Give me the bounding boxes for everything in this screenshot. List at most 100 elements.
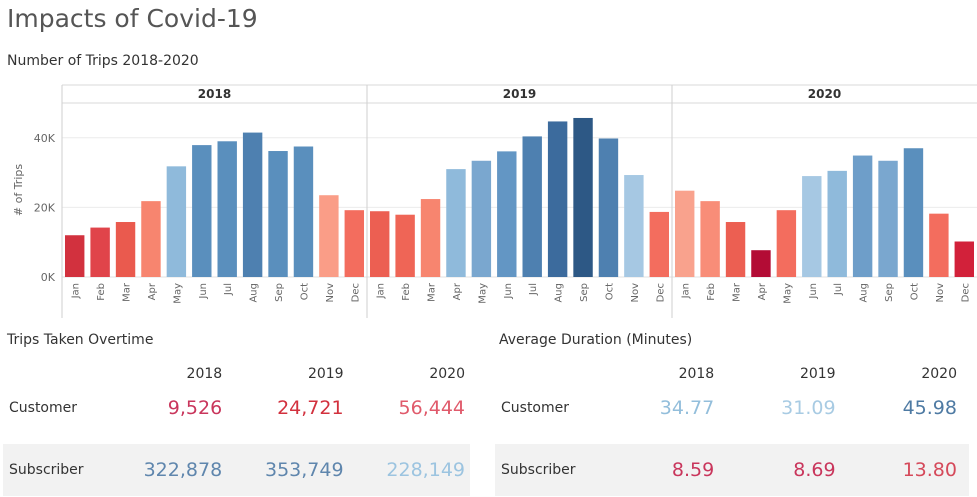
x-tick-label: Mar [732, 282, 743, 302]
bar [344, 210, 364, 277]
trips-table-panel: Trips Taken Overtime 2018 2019 2020 Cust… [0, 326, 472, 497]
x-tick-label: Dec [655, 283, 666, 302]
duration-col-2019: 2019 [799, 366, 836, 382]
bar [776, 210, 797, 277]
row-label: Customer [9, 400, 78, 416]
x-tick-label: Mar [122, 282, 133, 302]
x-tick-label: Sep [579, 283, 590, 302]
panel-header-2019: 2019 [503, 87, 536, 101]
bar [522, 136, 542, 277]
bar [700, 201, 720, 277]
bar [471, 160, 492, 277]
trips-cell: 228,149 [386, 459, 465, 481]
x-tick-label: Jan [71, 283, 82, 299]
bar [675, 190, 695, 277]
panel-header-2018: 2018 [198, 87, 231, 101]
row-label: Customer [501, 400, 570, 416]
x-tick-label: Oct [909, 283, 920, 300]
bar [141, 201, 161, 277]
x-tick-label: Feb [96, 283, 107, 301]
bar [954, 241, 974, 277]
bar [90, 227, 110, 277]
trips-table-header: 2018 2019 2020 [3, 358, 470, 382]
bar [827, 170, 847, 277]
bar [268, 151, 288, 277]
x-tick-label: Sep [274, 283, 285, 302]
trips-cell: 322,878 [143, 459, 223, 481]
trips-cell: 56,444 [398, 397, 465, 419]
duration-cell: 13.80 [902, 459, 957, 481]
bar [420, 199, 441, 277]
x-tick-label: Jan [681, 283, 692, 299]
duration-cell: 8.59 [671, 459, 715, 481]
trips-col-2018: 2018 [186, 366, 223, 382]
x-tick-label: May [477, 283, 488, 304]
x-tick-label: Sep [884, 283, 895, 302]
dashboard-title: Impacts of Covid-19 [7, 4, 258, 33]
duration-col-2020: 2020 [921, 366, 957, 382]
duration-cell: 8.69 [793, 459, 836, 481]
bar [497, 151, 517, 277]
x-tick-label: Jul [833, 283, 844, 296]
x-tick-label: Jan [376, 283, 387, 299]
y-axis-title: # of Trips [12, 164, 25, 216]
trips-row-subscriber: Subscriber 322,878 353,749 228,149 [3, 444, 470, 496]
bar [370, 211, 390, 277]
trips-chart-title: Number of Trips 2018-2020 [7, 53, 199, 69]
bar [929, 213, 949, 277]
bar [725, 222, 746, 277]
trips-row-customer: Customer 9,526 24,721 56,444 [3, 382, 470, 434]
bar [573, 117, 593, 277]
x-tick-label: Nov [630, 283, 641, 303]
duration-table-header: 2018 2019 2020 [495, 358, 969, 382]
y-tick-label: 0K [41, 271, 56, 284]
x-tick-label: Apr [452, 282, 463, 300]
duration-col-2018: 2018 [678, 366, 715, 382]
trips-table: 2018 2019 2020 Customer 9,526 24,721 56,… [3, 358, 470, 496]
x-tick-label: Aug [859, 283, 870, 303]
x-tick-label: Aug [249, 283, 260, 303]
duration-table: 2018 2019 2020 Customer 34.77 31.09 45.9… [495, 358, 969, 496]
trips-col-2019: 2019 [307, 366, 344, 382]
bar [192, 145, 212, 277]
bar [649, 211, 669, 277]
x-tick-label: Apr [147, 282, 158, 300]
trips-bar-chart: 0K 20K 40K # of Trips 2018 Jan Feb Mar Apr May Jun… [12, 84, 977, 318]
bar [115, 222, 136, 277]
x-tick-label: Jul [528, 283, 539, 296]
x-tick-label: Oct [604, 283, 615, 300]
trips-cell: 24,721 [277, 397, 344, 419]
x-tick-label: May [782, 283, 793, 304]
x-tick-label: Dec [350, 283, 361, 302]
bar [319, 195, 339, 277]
x-tick-label: Feb [706, 283, 717, 301]
x-tick-label: Feb [401, 283, 412, 301]
row-label: Subscriber [501, 462, 576, 478]
x-tick-label: Jun [503, 283, 514, 300]
duration-table-title: Average Duration (Minutes) [499, 332, 693, 348]
x-tick-label: Nov [325, 283, 336, 303]
duration-row-customer: Customer 34.77 31.09 45.98 [495, 382, 969, 434]
bar [65, 235, 85, 277]
bar [624, 175, 644, 277]
x-tick-label: Apr [757, 282, 768, 300]
bar [293, 146, 314, 277]
x-tick-label: Jun [198, 283, 209, 300]
bar [395, 214, 415, 277]
row-label: Subscriber [9, 462, 84, 478]
x-tick-label: Jul [223, 283, 234, 296]
duration-cell: 45.98 [902, 397, 957, 419]
duration-row-subscriber: Subscriber 8.59 8.69 13.80 [495, 444, 969, 496]
trips-table-title: Trips Taken Overtime [7, 332, 154, 348]
x-tick-label: Dec [960, 283, 971, 302]
bar [903, 148, 924, 277]
x-tick-label: May [172, 283, 183, 304]
bar [802, 176, 822, 277]
y-tick-label: 40K [34, 132, 56, 145]
bar [166, 166, 187, 277]
x-tick-label: Jun [808, 283, 819, 300]
bar [878, 160, 898, 277]
trips-cell: 353,749 [265, 459, 344, 481]
bar [446, 169, 466, 277]
panel-header-2020: 2020 [808, 87, 841, 101]
